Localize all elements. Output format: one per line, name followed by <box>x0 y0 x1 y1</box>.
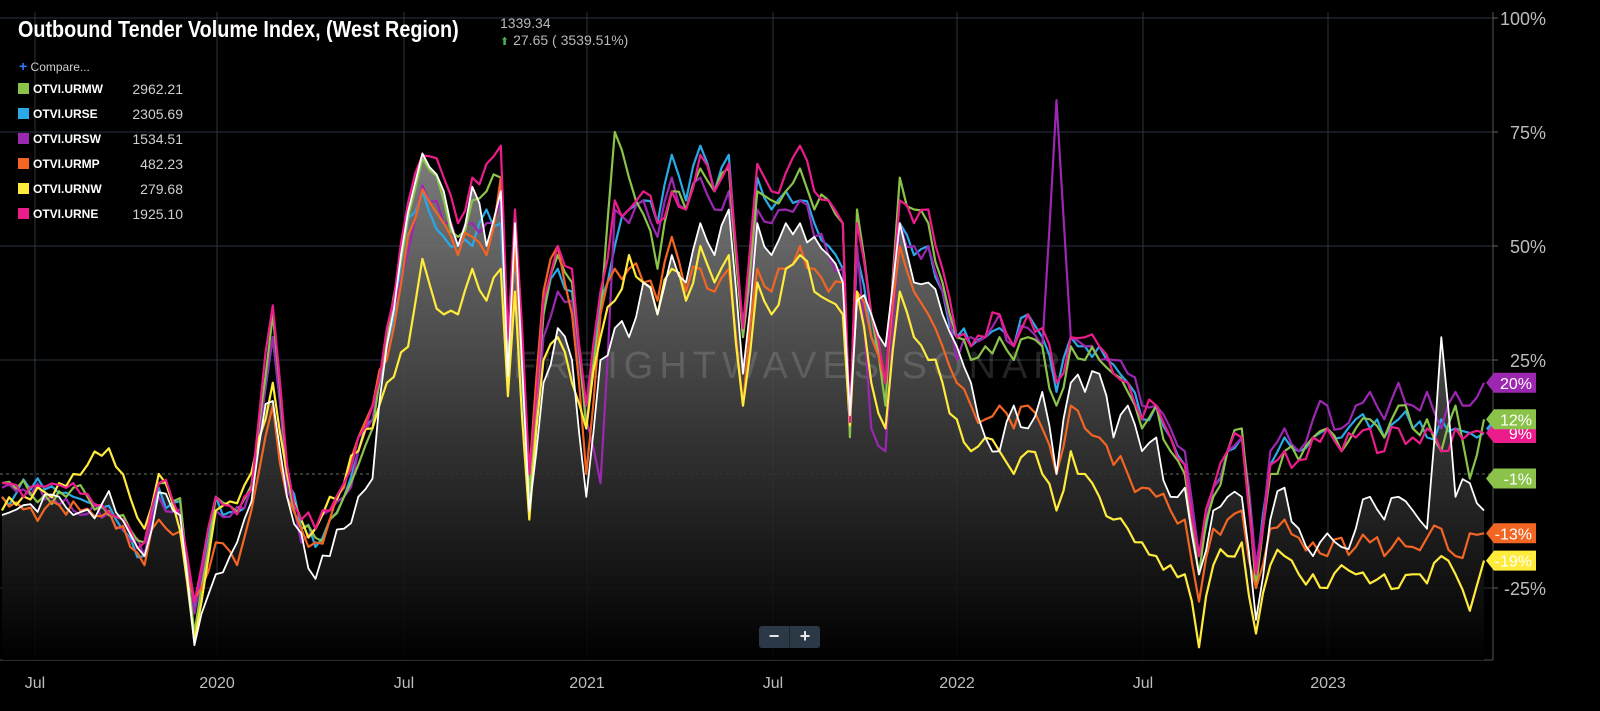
zoom-out-button[interactable]: − <box>768 626 780 646</box>
legend-item[interactable]: OTVI.URSW 1534.51 <box>18 126 183 151</box>
x-tick-label: 2022 <box>939 675 975 692</box>
legend-value: 1925.10 <box>132 205 183 222</box>
legend-item[interactable]: OTVI.URNE 1925.10 <box>18 201 183 226</box>
end-extra-tag <box>1486 468 1536 489</box>
series-line-otvi-urnw <box>1 244 1486 649</box>
end-urnw-label: -19% <box>1495 554 1532 571</box>
x-tick-label: 2020 <box>199 675 235 692</box>
legend-swatch <box>18 208 29 219</box>
legend-item[interactable]: OTVI.URNW 279.68 <box>18 176 183 201</box>
x-tick-label: 2021 <box>569 675 605 692</box>
y-tick-label: 100% <box>1500 9 1546 29</box>
plus-icon: + <box>19 58 28 74</box>
x-tick-label: Jul <box>394 675 414 692</box>
legend-swatch <box>18 108 29 119</box>
legend-swatch <box>18 133 29 144</box>
legend-item[interactable]: OTVI.URMW 2962.21 <box>18 76 183 101</box>
compare-label: Compare... <box>30 60 90 74</box>
area-series-line <box>1 152 1485 647</box>
y-tick-label: -25% <box>1504 579 1546 599</box>
legend-value: 482.23 <box>140 155 183 172</box>
legend-swatch <box>18 183 29 194</box>
legend: OTVI.URMW 2962.21 OTVI.URSE 2305.69 OTVI.U… <box>18 76 183 226</box>
end-urmp-label: -13% <box>1495 526 1532 543</box>
end-ursw-label: 20% <box>1500 376 1532 393</box>
legend-value: 2962.21 <box>132 80 183 97</box>
legend-swatch <box>18 158 29 169</box>
end-urmw-tag <box>1486 409 1536 430</box>
x-axis: Jul 2020 Jul 2021 Jul 2022 Jul 2023 <box>25 675 1346 692</box>
end-urnw-tag <box>1486 550 1536 571</box>
legend-symbol: OTVI.URSE <box>33 106 98 121</box>
legend-value: 2305.69 <box>132 105 183 122</box>
end-urmp-tag <box>1486 523 1536 544</box>
end-ursw-tag <box>1486 372 1536 393</box>
x-tick-label: Jul <box>1133 675 1153 692</box>
end-urmw-label: 12% <box>1500 412 1532 429</box>
end-labels: 9%12% 20% -1% -13% -19% <box>1486 372 1536 571</box>
end-extra-label: -1% <box>1504 472 1532 489</box>
change-text: 27.65 ( 3539.51%) <box>513 32 629 48</box>
y-tick-label: 75% <box>1510 123 1546 143</box>
series-lines <box>1 99 1486 649</box>
chart-title: Outbound Tender Volume Index, (West Regi… <box>18 16 459 42</box>
legend-value: 1534.51 <box>132 130 183 147</box>
x-tick-label: Jul <box>25 675 45 692</box>
y-tick-label: 25% <box>1510 351 1546 371</box>
legend-item[interactable]: OTVI.URMP 482.23 <box>18 151 183 176</box>
legend-swatch <box>18 83 29 94</box>
legend-symbol: OTVI.URMP <box>33 156 100 171</box>
series-line-otvi-urmw <box>1 130 1486 635</box>
x-tick-label: Jul <box>763 675 783 692</box>
up-arrow-icon: ⬆ <box>500 36 510 48</box>
y-axis: 100% 75% 50% 25% -25% <box>1493 9 1546 599</box>
legend-item[interactable]: OTVI.URSE 2305.69 <box>18 101 183 126</box>
series-line-otvi-urne <box>1 144 1485 604</box>
compare-button[interactable]: + Compare... <box>19 58 90 74</box>
zoom-in-button[interactable]: + <box>789 626 820 648</box>
legend-value: 279.68 <box>140 180 183 197</box>
legend-symbol: OTVI.URSW <box>33 131 101 146</box>
y-tick-label: 50% <box>1510 237 1546 257</box>
title-value: 1339.34 <box>500 15 551 31</box>
legend-symbol: OTVI.URMW <box>33 81 103 96</box>
legend-symbol: OTVI.URNW <box>33 181 102 196</box>
x-tick-label: 2023 <box>1310 675 1346 692</box>
zoom-controls: − + <box>759 626 820 648</box>
title-change: ⬆ 27.65 ( 3539.51%) <box>500 32 628 48</box>
legend-symbol: OTVI.URNE <box>33 206 99 221</box>
end-urne-label: 9% <box>1509 426 1532 443</box>
